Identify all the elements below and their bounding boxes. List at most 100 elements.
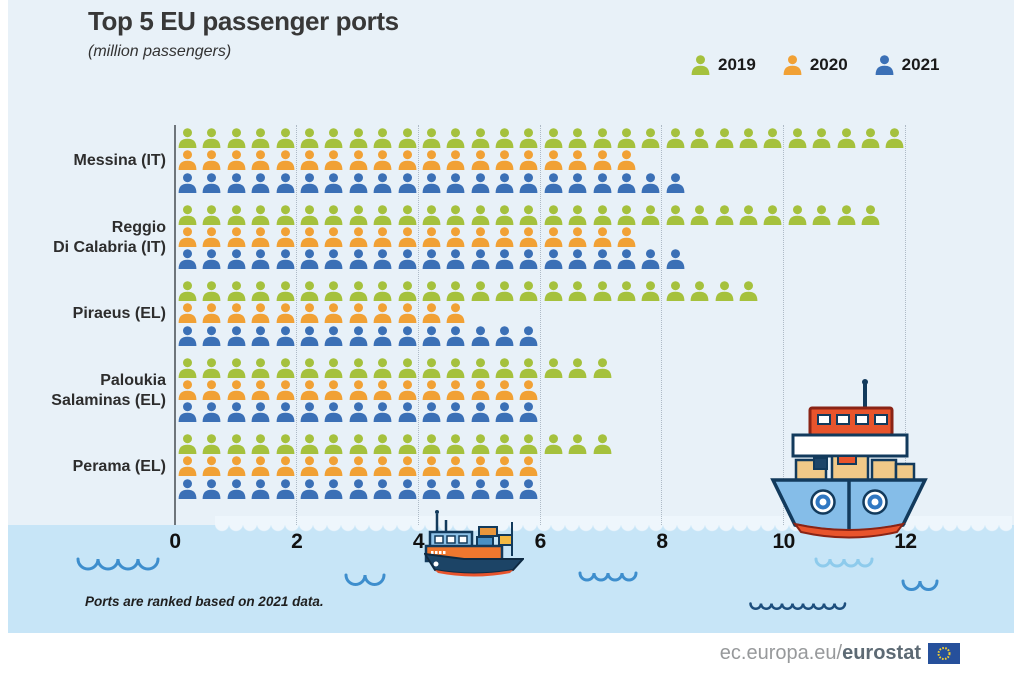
person-icon: [398, 172, 416, 193]
person-icon: [251, 204, 270, 225]
person-icon: [495, 357, 514, 378]
person-icon: [300, 325, 319, 346]
person-icon: [568, 128, 587, 148]
person-icon: [446, 456, 465, 477]
person-icon: [349, 204, 368, 225]
person-icon: [715, 281, 733, 301]
person-icon: [398, 128, 416, 148]
person-icon: [202, 150, 221, 171]
wave-icon: [900, 578, 940, 598]
person-icon: [593, 128, 612, 148]
person-icon: [398, 303, 416, 324]
person-icon: [568, 150, 587, 171]
person-icon: [495, 172, 514, 193]
person-icon: [251, 281, 270, 301]
person-icon: [349, 456, 368, 477]
person-icon: [666, 172, 685, 193]
person-icon: [349, 150, 368, 171]
person-icon: [875, 55, 894, 75]
person-icon: [422, 456, 441, 477]
person-icon: [398, 380, 416, 400]
gridline-8: [661, 125, 663, 525]
person-icon: [446, 478, 465, 499]
person-icon: [349, 380, 368, 400]
person-icon: [178, 434, 197, 454]
person-icon: [593, 357, 612, 378]
person-icon: [495, 150, 514, 171]
pictogram-row-2021-reggio-di-calabria-it-: [177, 249, 689, 270]
pictogram-row-2019-perama-el-: [177, 434, 616, 454]
pictogram-row-2020-paloukia-salaminas-el-: [177, 380, 543, 400]
legend-item-2019: 2019: [690, 55, 756, 75]
person-icon: [324, 456, 343, 477]
person-icon: [593, 249, 612, 270]
person-icon: [276, 478, 294, 499]
person-icon: [178, 357, 197, 378]
y-axis-line: [174, 125, 176, 525]
category-label: Paloukia Salaminas (EL): [0, 371, 166, 411]
person-icon: [593, 434, 612, 454]
person-icon: [446, 204, 465, 225]
person-icon: [593, 227, 612, 247]
person-icon: [324, 303, 343, 324]
person-icon: [471, 380, 490, 400]
person-icon: [446, 402, 465, 423]
person-icon: [300, 456, 319, 477]
person-icon: [398, 150, 416, 171]
pictogram-row-2019-messina-it-: [177, 128, 909, 148]
pictogram-row-2019-piraeus-el-: [177, 281, 762, 301]
person-icon: [568, 204, 587, 225]
page-subtitle: (million passengers): [88, 43, 232, 60]
person-icon: [251, 227, 270, 247]
person-icon: [666, 204, 685, 225]
person-icon: [617, 249, 636, 270]
person-icon: [349, 402, 368, 423]
person-icon: [568, 249, 587, 270]
person-icon: [227, 478, 246, 499]
person-icon: [300, 402, 319, 423]
person-icon: [398, 478, 416, 499]
eu-flag-stars: [937, 647, 951, 660]
person-icon: [349, 357, 368, 378]
person-icon: [446, 434, 465, 454]
person-icon: [251, 325, 270, 346]
person-icon: [202, 204, 221, 225]
person-icon: [202, 128, 221, 148]
person-icon: [373, 172, 392, 193]
category-label-line: Salaminas (EL): [51, 391, 166, 409]
person-icon: [251, 172, 270, 193]
person-icon: [202, 478, 221, 499]
person-icon: [276, 456, 294, 477]
person-icon: [324, 204, 343, 225]
person-icon: [495, 204, 514, 225]
category-label-line: Paloukia: [100, 371, 166, 389]
wave-icon: [748, 598, 848, 616]
pictogram-row-2021-piraeus-el-: [177, 325, 543, 346]
category-label: Reggio Di Calabria (IT): [0, 218, 166, 258]
person-icon: [446, 227, 465, 247]
page-title: Top 5 EU passenger ports: [88, 6, 399, 36]
person-icon: [691, 55, 710, 75]
person-icon: [300, 357, 319, 378]
person-icon: [520, 402, 538, 423]
person-icon: [227, 434, 246, 454]
person-icon: [593, 281, 612, 301]
person-icon: [642, 281, 660, 301]
person-icon: [202, 281, 221, 301]
person-icon: [373, 478, 392, 499]
person-icon: [178, 172, 197, 193]
person-icon: [422, 434, 441, 454]
person-icon: [373, 357, 392, 378]
person-icon: [276, 128, 294, 148]
person-icon: [300, 204, 319, 225]
person-icon: [520, 249, 538, 270]
person-icon: [666, 249, 685, 270]
category-label-line: Piraeus (EL): [72, 305, 166, 322]
person-icon: [471, 128, 490, 148]
person-icon: [178, 303, 197, 324]
pictogram-row-2021-paloukia-salaminas-el-: [177, 402, 543, 423]
person-icon: [739, 128, 758, 148]
person-icon: [783, 55, 802, 75]
person-icon: [251, 478, 270, 499]
person-icon: [495, 249, 514, 270]
